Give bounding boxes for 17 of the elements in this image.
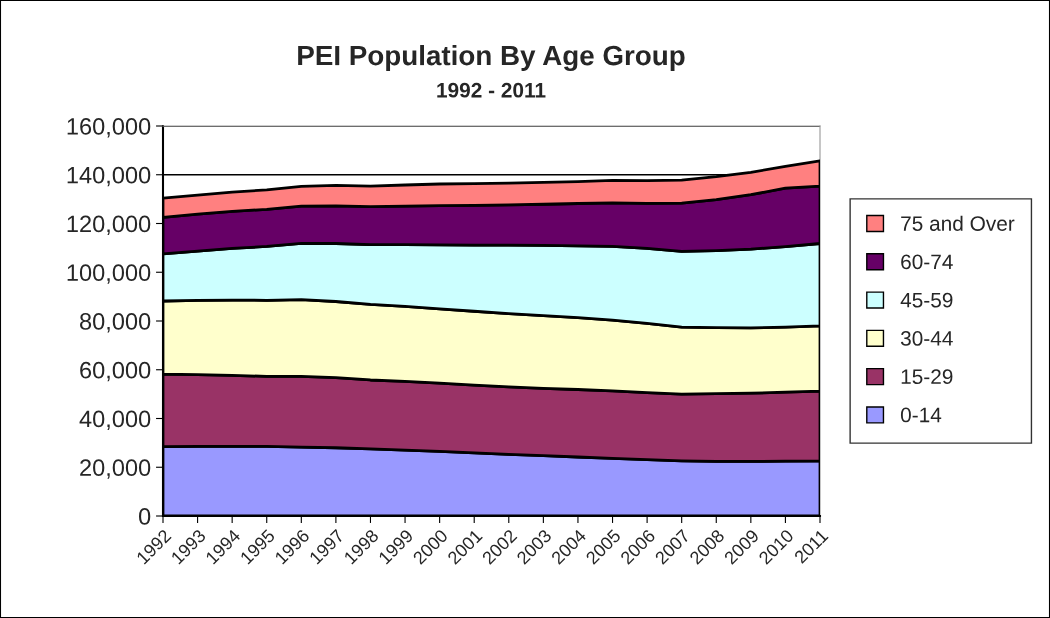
y-tick-label: 20,000 xyxy=(80,459,151,479)
y-tick-label: 120,000 xyxy=(67,215,151,236)
legend-label: 30-44 xyxy=(900,331,953,346)
legend-label: 60-74 xyxy=(901,254,953,270)
legend-label: 75 and Over xyxy=(901,215,1015,231)
chart-subtitle: 1992 - 2011 xyxy=(437,82,546,98)
legend-label: 15-29 xyxy=(901,369,953,385)
legend-label: 0-14 xyxy=(900,407,942,423)
y-tick-label: 0 xyxy=(138,508,151,525)
y-tick-label: 40,000 xyxy=(79,410,151,431)
chart-title: PEI Population By Age Group xyxy=(298,44,685,72)
y-tick-label: 100,000 xyxy=(67,264,151,284)
y-tick-label: 80,000 xyxy=(80,313,151,333)
y-tick-label: 140,000 xyxy=(67,166,151,187)
legend-label: 45-59 xyxy=(900,292,953,308)
y-tick-label: 60,000 xyxy=(80,361,151,382)
y-tick-label: 160,000 xyxy=(67,118,151,138)
